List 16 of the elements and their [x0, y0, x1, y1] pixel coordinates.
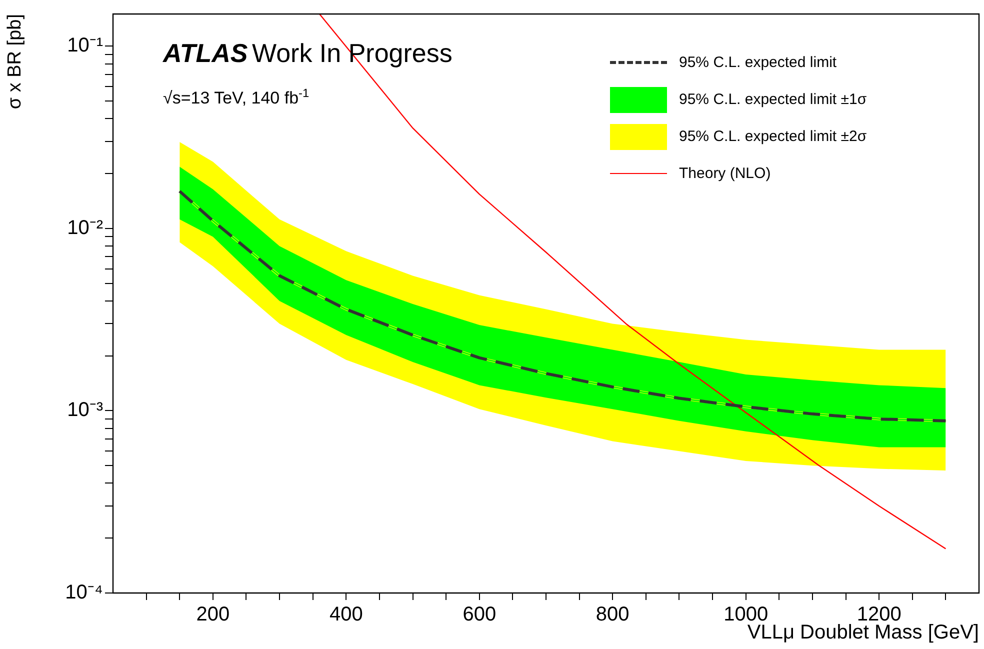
x-tick-label: 200: [196, 604, 230, 626]
annotation: √s=13 TeV, 140 fb$^{-1}$: [163, 86, 310, 109]
y-tick-label: 10⁻²: [67, 216, 104, 239]
annotation: ATLAS: [163, 38, 248, 69]
x-tick-label: 800: [596, 604, 630, 626]
y-tick-label: 10⁻¹: [67, 34, 104, 57]
x-tick-label: 400: [329, 604, 363, 626]
legend-label: Theory (NLO): [679, 165, 771, 182]
y-tick-label: 10⁻⁴: [65, 582, 103, 604]
legend-label: 95% C.L. expected limit ±1σ: [679, 91, 867, 108]
annotation: Work In Progress: [252, 38, 452, 69]
y-tick-label: 10⁻³: [67, 399, 104, 422]
legend-label: 95% C.L. expected limit: [679, 54, 837, 71]
legend-label: 95% C.L. expected limit ±2σ: [679, 128, 867, 145]
x-tick-label: 600: [462, 604, 496, 626]
y-axis-title: σ x BR [pb]: [4, 14, 26, 110]
